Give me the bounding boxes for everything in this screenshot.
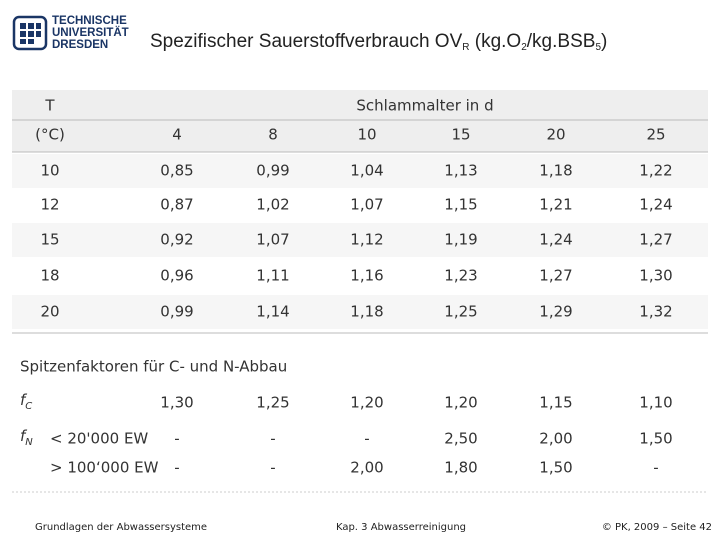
table-cell: 1,29 — [539, 303, 572, 321]
row-header: 10 — [40, 162, 59, 180]
unit-cell: (°C) — [35, 126, 65, 144]
title-part: (kg.O — [469, 31, 521, 52]
table-cell: 1,11 — [256, 267, 289, 285]
table-cell: - — [653, 459, 658, 477]
table-cell: - — [270, 459, 275, 477]
row-header: 20 — [40, 303, 59, 321]
table-cell: 1,32 — [639, 303, 672, 321]
table-cell: 1,10 — [639, 394, 672, 412]
table-cell: 0,96 — [160, 267, 193, 285]
table-cell: 1,22 — [639, 162, 672, 180]
row-label: > 100‘000 EW — [50, 459, 159, 477]
row-band — [12, 154, 708, 188]
title-subscript: R — [462, 42, 469, 53]
table-cell: 2,00 — [539, 430, 572, 448]
table-cell: 1,27 — [639, 231, 672, 249]
symbol: fN — [20, 427, 33, 448]
table-cell: 1,21 — [539, 196, 572, 214]
table-cell: - — [174, 459, 179, 477]
table-cell: 1,13 — [444, 162, 477, 180]
footer-center: Kap. 3 Abwasserreinigung — [336, 522, 466, 533]
table-cell: 2,50 — [444, 430, 477, 448]
table-cell: 1,25 — [256, 394, 289, 412]
logo-emblem — [12, 15, 48, 51]
table-cell: 1,07 — [350, 196, 383, 214]
title-part: Spezifischer Sauerstoffverbrauch OV — [150, 31, 463, 52]
title-subscript: 5 — [595, 42, 601, 53]
table-cell: 1,20 — [444, 394, 477, 412]
logo-text: UNIVERSITÄT — [52, 26, 129, 39]
header-cell: Schlammalter in d — [356, 97, 493, 115]
table-cell: - — [174, 430, 179, 448]
table-cell: 1,27 — [539, 267, 572, 285]
table-cell: 2,00 — [350, 459, 383, 477]
row-header: 12 — [40, 196, 59, 214]
footer-left: Grundlagen der Abwassersysteme — [35, 522, 207, 533]
table-cell: 0,85 — [160, 162, 193, 180]
title-subscript: 2 — [521, 42, 527, 53]
column-header: 8 — [268, 126, 278, 144]
table-cell: 0,99 — [256, 162, 289, 180]
table-cell: 0,99 — [160, 303, 193, 321]
column-header: 20 — [546, 126, 565, 144]
table-cell: 1,04 — [350, 162, 383, 180]
header-cell: T — [44, 97, 55, 115]
table-cell: 1,50 — [539, 459, 572, 477]
row-band — [12, 295, 708, 329]
column-header: 10 — [357, 126, 376, 144]
footer-right: © PK, 2009 – Seite 42 — [602, 522, 712, 533]
table-cell: 1,15 — [539, 394, 572, 412]
table-cell: 1,02 — [256, 196, 289, 214]
symbol-main: f — [20, 427, 28, 445]
symbol-subscript: C — [25, 401, 32, 412]
table-cell: 0,92 — [160, 231, 193, 249]
table-cell: 1,23 — [444, 267, 477, 285]
table-cell: 1,16 — [350, 267, 383, 285]
table-cell: 1,15 — [444, 196, 477, 214]
logo-text: DRESDEN — [52, 39, 108, 51]
title-part: /kg.BSB — [527, 31, 596, 52]
table-cell: 1,19 — [444, 231, 477, 249]
table-cell: 1,24 — [539, 231, 572, 249]
row-header: 18 — [40, 267, 59, 285]
table-cell: 1,20 — [350, 394, 383, 412]
table-cell: 1,18 — [350, 303, 383, 321]
title-part: ) — [601, 31, 607, 52]
symbol-main: f — [20, 391, 28, 409]
table-cell: 1,24 — [639, 196, 672, 214]
section-title: Spitzenfaktoren für C- und N-Abbau — [20, 358, 287, 376]
row-band — [12, 223, 708, 257]
table-cell: 0,87 — [160, 196, 193, 214]
table-cell: 1,12 — [350, 231, 383, 249]
header-band — [12, 90, 708, 152]
column-header: 4 — [172, 126, 182, 144]
row-header: 15 — [40, 231, 59, 249]
table-cell: 1,18 — [539, 162, 572, 180]
table-cell: 1,50 — [639, 430, 672, 448]
table-cell: - — [270, 430, 275, 448]
logo-text: TECHNISCHE — [52, 15, 127, 27]
row-label: < 20'000 EW — [50, 430, 148, 448]
slide-title: Spezifischer Sauerstoffverbrauch OVR (kg… — [150, 31, 607, 53]
table-cell: 1,30 — [639, 267, 672, 285]
symbol: fC — [20, 391, 32, 412]
table-cell: 1,14 — [256, 303, 289, 321]
table-cell: 1,07 — [256, 231, 289, 249]
table-cell: 1,30 — [160, 394, 193, 412]
column-header: 15 — [451, 126, 470, 144]
table-cell: 1,25 — [444, 303, 477, 321]
column-header: 25 — [646, 126, 665, 144]
table-cell: - — [364, 430, 369, 448]
symbol-subscript: N — [25, 437, 33, 448]
table-cell: 1,80 — [444, 459, 477, 477]
